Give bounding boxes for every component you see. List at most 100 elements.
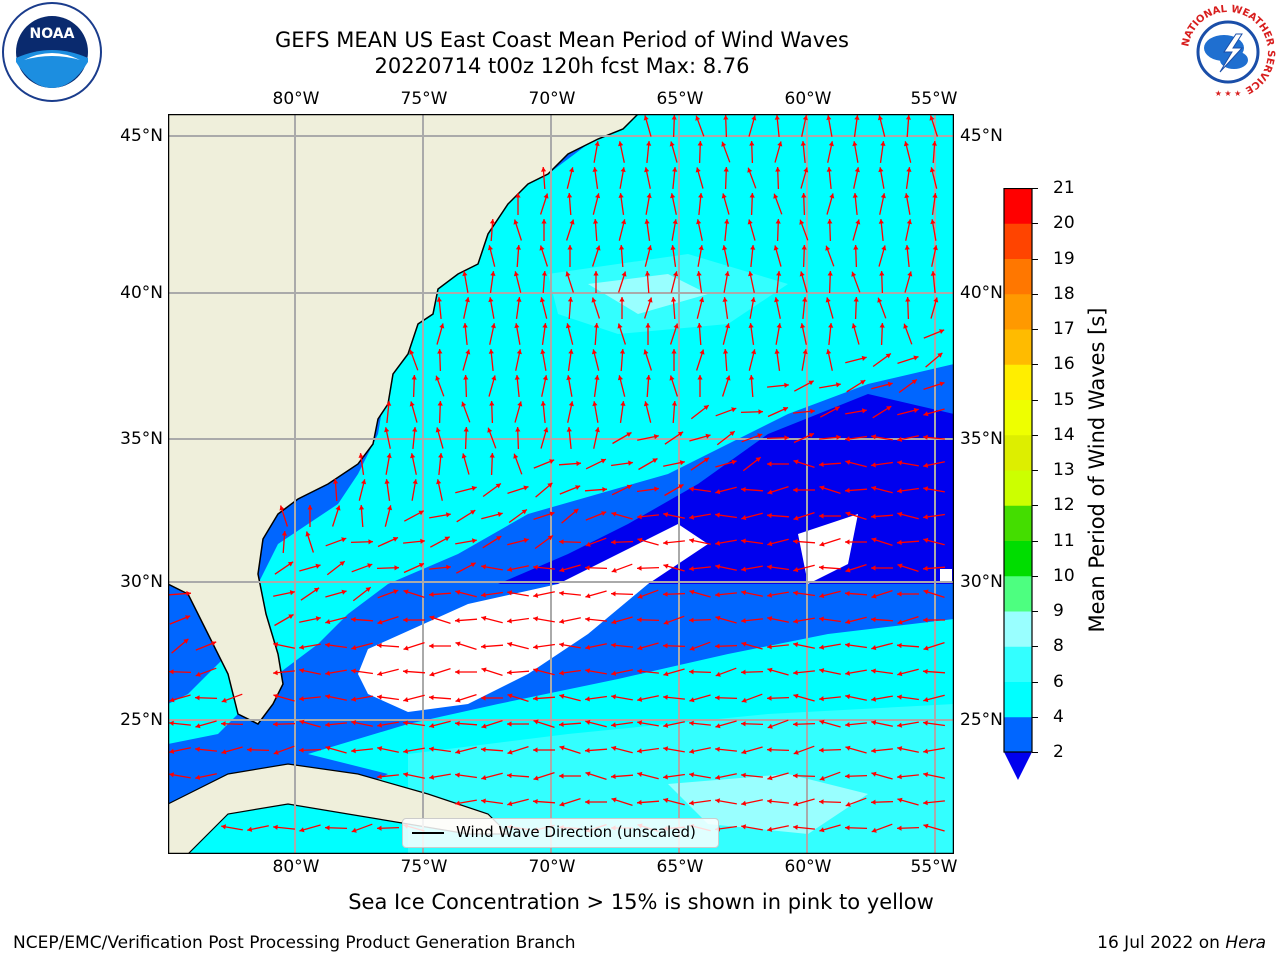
nws-logo: NATIONAL WEATHER SERVICE ★ ★ ★ — [1177, 1, 1279, 103]
wave-arrow-head — [932, 245, 938, 251]
wave-arrow-head — [585, 541, 591, 547]
land — [168, 114, 640, 725]
wave-arrow-head — [911, 379, 917, 385]
wave-arrow-head — [871, 645, 877, 651]
wave-arrow-head — [784, 435, 789, 441]
wave-arrow-head — [481, 775, 487, 781]
wave-arrow-head — [593, 219, 599, 224]
colorbar-tick-label: 15 — [1053, 389, 1075, 410]
wave-arrow-head — [183, 638, 189, 644]
wave-arrow-head — [594, 375, 600, 380]
wave-arrow-head — [897, 671, 903, 677]
wave-arrow-head — [741, 824, 747, 830]
wave-arrow-head — [652, 458, 658, 463]
wave-arrow-head — [461, 453, 467, 459]
wave-arrow-head — [819, 593, 825, 599]
wave-arrow-head — [491, 375, 497, 381]
wave-arrow-head — [533, 695, 538, 701]
wave-arrow-head — [808, 380, 814, 386]
wave-arrow-head — [880, 193, 886, 199]
wave-arrow-head — [861, 408, 867, 414]
wave-arrow-head — [853, 245, 859, 250]
wave-arrow-head — [341, 589, 347, 595]
wave-arrow-head — [699, 349, 705, 355]
wave-arrow-head — [897, 825, 902, 831]
wave-arrow-head — [611, 642, 616, 648]
wave-arrow-head — [507, 801, 513, 807]
wave-arrow-head — [595, 245, 601, 251]
wave-arrow-head — [611, 722, 616, 728]
wave-arrow-head — [851, 323, 857, 329]
lat-label-right: 40°N — [960, 283, 1003, 303]
lon-label-bottom: 65°W — [656, 857, 704, 877]
colorbar-tick-label: 13 — [1053, 460, 1075, 480]
lon-label-bottom: 80°W — [272, 857, 320, 877]
wave-arrow-head — [367, 563, 373, 569]
wave-arrow-head — [715, 723, 721, 729]
wave-arrow-head — [671, 297, 677, 302]
wave-arrow-head — [351, 827, 357, 833]
colorbar-bin — [1004, 434, 1032, 471]
colorbar-tick-mark — [1032, 329, 1038, 330]
wave-arrow-head — [435, 375, 441, 381]
wave-arrow-head — [767, 667, 773, 673]
wave-arrow-head — [516, 349, 522, 355]
lat-label-right: 45°N — [960, 126, 1003, 146]
wave-arrow-head — [377, 746, 383, 752]
wave-arrow-head — [695, 167, 701, 173]
wave-arrow-head — [470, 510, 476, 515]
wave-arrow-head — [695, 115, 701, 121]
wave-arrow-head — [878, 167, 884, 173]
wave-arrow-head — [715, 671, 721, 677]
wave-arrow-head — [897, 722, 903, 728]
wave-arrow-head — [767, 564, 772, 570]
wave-arrow-head — [307, 505, 313, 510]
colorbar-tick-mark — [1032, 223, 1038, 225]
wave-arrow-head — [195, 723, 201, 729]
wave-arrow-head — [195, 774, 201, 780]
wave-arrow-head — [566, 427, 572, 432]
wave-arrow-head — [569, 219, 575, 225]
wave-arrow-head — [533, 667, 539, 673]
wave-arrow-head — [819, 485, 825, 491]
wave-arrow-head — [513, 219, 519, 225]
colorbar-bin — [1004, 293, 1032, 330]
wave-arrow-head — [663, 591, 668, 597]
lat-label-right: 25°N — [960, 710, 1003, 730]
footer-date-text: 16 Jul 2022 on — [1097, 933, 1226, 953]
wave-arrow-head — [540, 349, 546, 355]
wave-arrow-head — [799, 219, 805, 225]
wave-arrow-head — [671, 115, 677, 120]
wave-arrow-head — [507, 566, 513, 572]
colorbar-tick-label: 2 — [1053, 742, 1064, 762]
wave-arrow-head — [455, 772, 460, 778]
lat-label-left: 45°N — [120, 126, 163, 146]
wave-arrow-head — [643, 349, 649, 355]
wave-arrow-head — [776, 271, 782, 276]
wave-arrow-head — [576, 461, 581, 467]
wave-arrow-head — [299, 668, 305, 674]
wave-arrow-head — [409, 349, 415, 355]
wave-arrow-head — [800, 323, 806, 329]
wave-arrow-head — [699, 297, 705, 303]
lon-label-bottom: 70°W — [528, 857, 576, 877]
wave-arrow-head — [729, 431, 735, 436]
wave-arrow-head — [455, 641, 461, 647]
wave-arrow-head — [325, 619, 331, 625]
wave-arrow-head — [741, 618, 746, 624]
wave-arrow-head — [923, 697, 929, 703]
wave-arrow-head — [646, 141, 652, 146]
wave-arrow-head — [377, 694, 382, 700]
wave-arrow-head — [810, 408, 815, 414]
wave-arrow-head — [825, 297, 831, 303]
wave-arrow-head — [825, 245, 831, 251]
wave-arrow-head — [906, 219, 912, 225]
wave-arrow-head — [793, 515, 799, 521]
wave-arrow-head — [325, 670, 331, 676]
wave-arrow-head — [444, 536, 450, 542]
wave-arrow-head — [645, 323, 651, 328]
lat-label-left: 40°N — [120, 283, 163, 303]
wave-arrow-head — [567, 297, 573, 302]
colorbar-tick-label: 18 — [1053, 283, 1075, 304]
wave-arrow-head — [637, 593, 643, 599]
